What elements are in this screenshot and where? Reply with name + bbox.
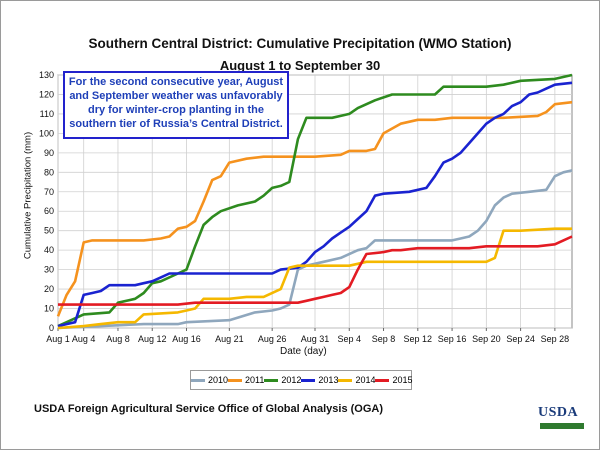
legend-swatch <box>228 378 243 382</box>
y-axis-label: Cumulative Precipitation (mm) <box>22 131 34 260</box>
legend-item-2010: 2010 <box>191 375 228 385</box>
y-tick-label: 130 <box>39 70 54 80</box>
legend-swatch <box>338 378 353 382</box>
legend-swatch <box>264 378 279 382</box>
legend-label: 2012 <box>281 375 302 385</box>
x-tick-label: Aug 26 <box>258 334 287 344</box>
x-tick-label: Sep 16 <box>438 334 467 344</box>
y-tick-label: 70 <box>44 187 54 197</box>
series-line-2014 <box>57 227 572 330</box>
source-note: USDA Foreign Agricultural Service Office… <box>34 403 384 415</box>
x-tick-label: Aug 1 <box>46 334 70 344</box>
chart-subtitle: August 1 to September 30 <box>219 58 381 73</box>
legend-item-2011: 2011 <box>228 375 264 385</box>
series-line-2012 <box>57 73 573 328</box>
x-tick-label: Aug 12 <box>138 334 167 344</box>
series-line-2015 <box>58 235 573 306</box>
x-axis-label: Date (day) <box>280 346 327 357</box>
y-tick-label: 40 <box>44 245 54 255</box>
x-tick-label: Sep 20 <box>472 334 501 344</box>
legend-swatch <box>375 378 390 382</box>
usda-logo-bar <box>540 423 584 429</box>
legend: 2010 2011 2012 2013 2014 2015 <box>190 370 413 390</box>
x-tick-label: Sep 12 <box>404 334 433 344</box>
legend-item-2013: 2013 <box>301 375 338 385</box>
legend-swatch <box>191 378 205 382</box>
y-tick-label: 100 <box>39 128 54 138</box>
legend-label: 2014 <box>355 375 376 385</box>
x-tick-label: Sep 8 <box>372 334 396 344</box>
legend-swatch <box>301 378 316 382</box>
x-tick-label: Aug 16 <box>172 334 201 344</box>
legend-item-2015: 2015 <box>375 375 413 385</box>
legend-label: 2011 <box>245 375 265 385</box>
chart-title: Southern Central District: Cumulative Pr… <box>88 36 512 51</box>
annotation-box: For the second consecutive year, August … <box>63 71 289 139</box>
y-tick-label: 50 <box>44 226 54 236</box>
x-tick-label: Aug 31 <box>301 334 330 344</box>
x-tick-label: Sep 28 <box>541 334 570 344</box>
x-tick-label: Aug 4 <box>72 334 96 344</box>
y-tick-label: 30 <box>44 265 54 275</box>
legend-item-2012: 2012 <box>264 375 301 385</box>
usda-logo: USDA <box>538 405 579 420</box>
y-tick-label: 120 <box>39 89 54 99</box>
x-tick-label: Sep 4 <box>338 334 362 344</box>
x-tick-label: Aug 8 <box>106 334 130 344</box>
y-tick-label: 60 <box>44 206 54 216</box>
x-tick-label: Sep 24 <box>506 334 535 344</box>
x-tick-label: Aug 21 <box>215 334 244 344</box>
legend-label: 2010 <box>208 375 229 385</box>
y-tick-label: 80 <box>44 167 54 177</box>
y-tick-label: 20 <box>44 284 54 294</box>
series-line-2010 <box>57 169 573 330</box>
legend-label: 2015 <box>392 375 413 385</box>
legend-item-2014: 2014 <box>338 375 375 385</box>
y-tick-label: 0 <box>49 323 54 333</box>
y-tick-label: 110 <box>40 109 54 119</box>
y-tick-label: 90 <box>44 148 54 158</box>
series-line-2011 <box>56 100 573 317</box>
y-tick-label: 10 <box>44 304 54 314</box>
legend-label: 2013 <box>318 375 339 385</box>
series-line-2013 <box>57 81 573 328</box>
